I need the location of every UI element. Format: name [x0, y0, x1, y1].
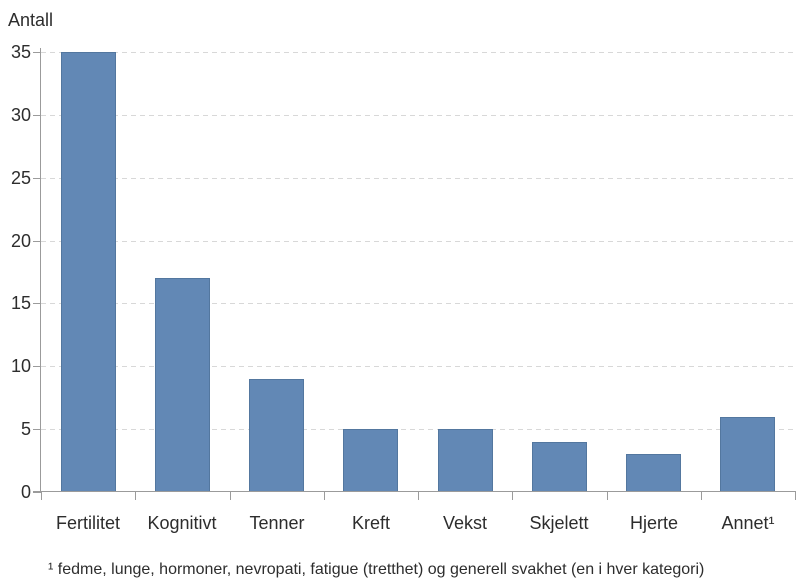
x-tick-mark-0	[41, 492, 42, 500]
x-category-label-hjerte: Hjerte	[629, 513, 678, 533]
y-tick-label-15: 15	[10, 293, 31, 313]
y-tick-mark-5	[33, 429, 41, 430]
x-tick-mark-1	[135, 492, 136, 500]
x-tick-mark-2	[230, 492, 231, 500]
footnote: ¹ fedme, lunge, hormoner, nevropati, fat…	[48, 561, 705, 578]
y-tick-mark-0	[33, 492, 41, 493]
x-category-label-vekst: Vekst	[442, 513, 488, 533]
bar-fertilitet	[61, 52, 116, 492]
x-category-label-kognitivt: Kognitivt	[147, 513, 217, 533]
y-axis-line	[40, 48, 41, 492]
x-tick-mark-5	[512, 492, 513, 500]
x-category-label-kreft: Kreft	[351, 513, 390, 533]
gridline-15	[41, 303, 795, 305]
bar-annet	[720, 417, 775, 492]
y-axis-title: Antall	[8, 10, 54, 30]
gridline-30	[41, 114, 795, 116]
y-tick-label-5: 5	[20, 419, 31, 439]
x-tick-mark-7	[701, 492, 702, 500]
bar-hjerte	[626, 454, 681, 492]
y-tick-label-25: 25	[10, 168, 31, 188]
y-tick-mark-10	[33, 366, 41, 367]
y-tick-label-0: 0	[20, 482, 31, 502]
bar-tenner	[249, 379, 304, 492]
gridline-20	[41, 240, 795, 242]
plot-area	[41, 52, 795, 492]
gridline-25	[41, 177, 795, 179]
x-tick-mark-8	[795, 492, 796, 500]
y-tick-label-35: 35	[10, 42, 31, 62]
y-tick-mark-15	[33, 303, 41, 304]
x-category-label-annet: Annet¹	[721, 513, 775, 533]
x-category-label-skjelett: Skjelett	[529, 513, 589, 533]
bar-kreft	[343, 429, 398, 492]
x-category-label-tenner: Tenner	[249, 513, 305, 533]
y-tick-mark-20	[33, 241, 41, 242]
bar-skjelett	[532, 442, 587, 492]
y-tick-mark-25	[33, 178, 41, 179]
y-tick-mark-30	[33, 115, 41, 116]
gridline-5	[41, 429, 795, 431]
y-tick-label-20: 20	[10, 231, 31, 251]
gridline-35	[41, 52, 795, 53]
x-axis-line	[33, 491, 796, 492]
x-tick-mark-3	[324, 492, 325, 500]
gridline-10	[41, 366, 795, 368]
y-tick-mark-35	[33, 52, 41, 53]
x-category-label-fertilitet: Fertilitet	[55, 513, 120, 533]
x-tick-mark-6	[607, 492, 608, 500]
y-tick-label-30: 30	[10, 105, 31, 125]
x-tick-mark-4	[418, 492, 419, 500]
bar-kognitivt	[155, 278, 210, 492]
bar-vekst	[438, 429, 493, 492]
y-tick-label-10: 10	[10, 356, 31, 376]
